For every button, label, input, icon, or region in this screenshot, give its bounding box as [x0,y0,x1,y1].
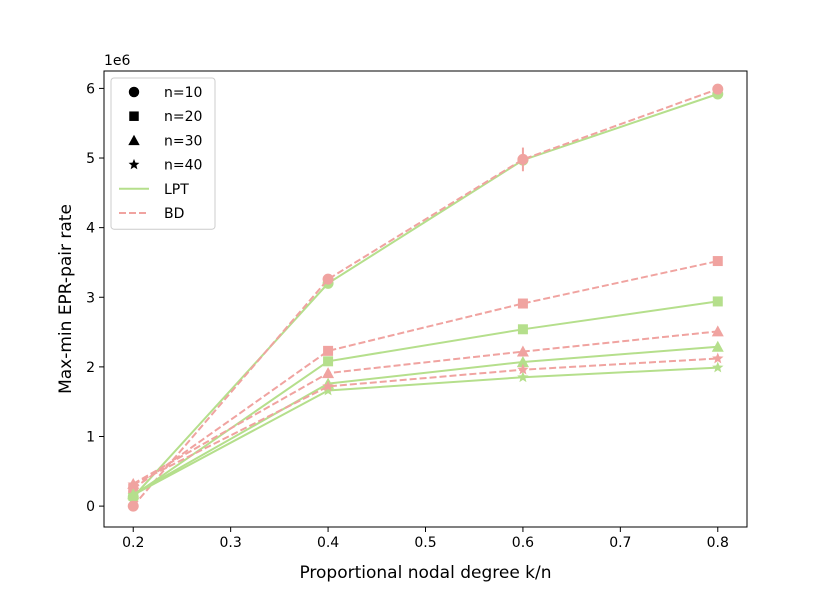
legend-label: n=30 [164,133,202,149]
y-tick-label: 5 [86,151,95,167]
legend: n=10 n=20 n=30 n=40 LPT BD [110,77,216,230]
data-point [517,153,529,165]
series-line [132,330,718,485]
legend-marker-star [128,158,140,170]
data-point [711,340,724,352]
y-tick-label: 2 [86,360,95,376]
data-point [712,83,724,95]
y-tick-label: 0 [86,499,95,515]
y-tick-label: 1 [86,429,95,445]
y-offset-label: 1e6 [104,53,131,69]
data-point [322,384,334,396]
data-point [516,356,529,368]
y-axis-label: Max-min EPR-pair rate [56,204,76,394]
series-line [132,300,718,497]
series-line [132,260,719,490]
data-point [323,345,334,356]
axis-ticks: 0.2 0.3 0.4 0.5 0.6 0.7 0.8 0 1 2 3 4 5 6 [86,81,729,551]
x-tick-label: 0.2 [122,535,144,551]
data-point [517,298,528,309]
series-lpt-n20 [128,296,723,501]
data-point [322,380,334,392]
data-point [712,361,724,373]
y-tick-label: 4 [86,221,95,237]
data-point [712,352,724,364]
data-point [517,363,529,375]
x-tick-label: 0.4 [317,535,339,551]
series-line [132,357,718,486]
data-point [322,273,334,285]
legend-label: n=20 [164,109,202,125]
series-line [132,345,718,496]
series-lpt-n40 [127,361,724,500]
data-point [127,488,139,500]
series-bd-n40 [127,352,724,490]
series-bd-n30 [127,325,724,489]
series-lpt-n10 [127,88,724,503]
data-point [127,500,139,512]
legend-marker-circle [128,86,140,98]
series-lpt-n30 [127,340,724,500]
data-point [322,367,335,379]
x-tick-label: 0.8 [707,535,729,551]
x-tick-label: 0.7 [609,535,631,551]
legend-marker-square [129,111,139,121]
x-tick-label: 0.6 [512,535,534,551]
data-point [711,325,724,337]
legend-label: LPT [164,182,189,198]
x-axis-label: Proportional nodal degree k/n [299,563,551,583]
data-point [323,356,334,367]
data-point [516,345,529,357]
data-point [517,324,528,335]
data-point [517,371,529,383]
x-tick-label: 0.3 [220,535,242,551]
series-bd-n20 [128,256,723,494]
data-point [127,478,139,490]
series-line [132,88,719,507]
legend-label: BD [164,206,184,222]
legend-label: n=40 [164,158,202,174]
legend-marker-triangle [128,134,140,146]
data-point [712,296,723,307]
series-line [132,93,719,498]
legend-label: n=10 [164,85,202,101]
data-point [712,256,723,267]
series-bd-n10 [127,83,724,512]
series-line [132,366,718,496]
x-tick-label: 0.5 [414,535,436,551]
y-tick-label: 6 [86,81,95,97]
plot-area [127,83,724,512]
y-tick-label: 3 [86,290,95,306]
